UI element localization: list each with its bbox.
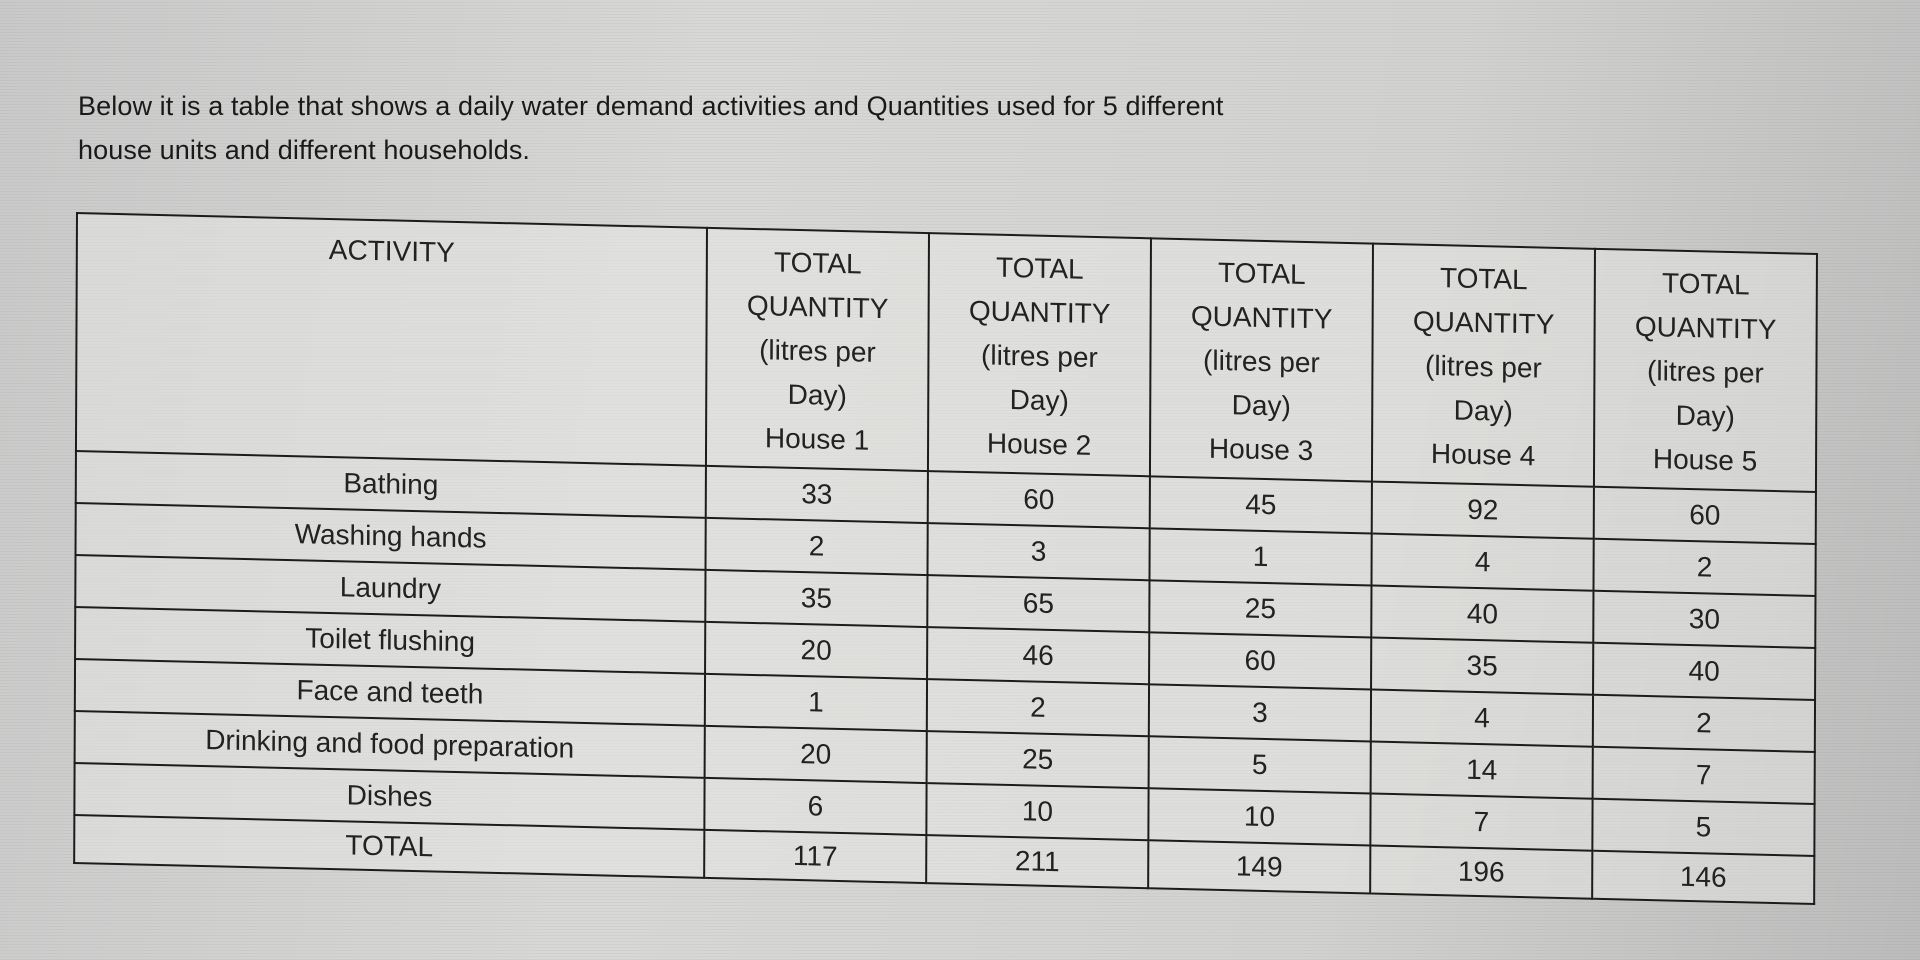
house-label: House 1 — [764, 422, 870, 456]
value-cell: 60 — [1593, 486, 1816, 544]
total-cell: 117 — [704, 829, 927, 884]
value-cell: 60 — [1149, 632, 1372, 690]
header-line: (litres per — [1203, 344, 1320, 379]
intro-paragraph: Below it is a table that shows a daily w… — [78, 84, 1638, 172]
house-3-header: TOTAL QUANTITY (litres per Day) House 3 — [1149, 238, 1373, 482]
value-cell: 6 — [704, 777, 927, 836]
value-cell: 60 — [927, 471, 1150, 529]
header-line: Day) — [1009, 384, 1069, 417]
value-cell: 35 — [1371, 637, 1594, 695]
water-demand-table-wrapper: ACTIVITY TOTAL QUANTITY (litres per Day)… — [73, 212, 1818, 905]
house-2-header: TOTAL QUANTITY (litres per Day) House 2 — [927, 233, 1151, 477]
water-demand-table: ACTIVITY TOTAL QUANTITY (litres per Day)… — [73, 212, 1818, 905]
value-cell: 25 — [1149, 580, 1372, 638]
value-cell: 25 — [926, 731, 1149, 789]
house-label: House 5 — [1652, 443, 1758, 477]
value-cell: 45 — [1149, 476, 1372, 534]
header-line: TOTAL — [1439, 262, 1528, 296]
value-cell: 10 — [1148, 788, 1371, 846]
activity-header: ACTIVITY — [75, 213, 707, 466]
value-cell: 46 — [927, 627, 1150, 685]
house-label: House 2 — [986, 427, 1092, 461]
header-line: (litres per — [1425, 349, 1542, 384]
header-row: ACTIVITY TOTAL QUANTITY (litres per Day)… — [75, 213, 1817, 493]
intro-line-2: house units and different households. — [78, 135, 531, 165]
header-line: (litres per — [981, 339, 1098, 374]
value-cell: 2 — [1593, 538, 1816, 596]
value-cell: 7 — [1370, 793, 1593, 851]
value-cell: 20 — [704, 725, 927, 784]
total-cell: 146 — [1592, 850, 1815, 904]
header-line: QUANTITY — [1190, 300, 1333, 335]
header-line: (litres per — [1647, 355, 1764, 389]
value-cell: 1 — [704, 673, 928, 732]
value-cell: 92 — [1371, 481, 1594, 539]
header-line: QUANTITY — [968, 295, 1111, 330]
value-cell: 3 — [927, 523, 1150, 581]
header-line: TOTAL — [1661, 267, 1750, 301]
value-cell: 65 — [927, 575, 1150, 633]
header-line: QUANTITY — [746, 289, 889, 325]
header-line: TOTAL — [773, 246, 862, 280]
value-cell: 10 — [926, 783, 1149, 841]
header-line: TOTAL — [1217, 256, 1306, 290]
value-cell: 3 — [1148, 684, 1372, 742]
value-cell: 20 — [705, 621, 928, 680]
total-cell: 211 — [926, 835, 1149, 889]
value-cell: 30 — [1593, 590, 1816, 648]
header-line: QUANTITY — [1634, 310, 1777, 346]
value-cell: 14 — [1370, 741, 1593, 799]
value-cell: 2 — [1592, 694, 1816, 752]
header-line: Day) — [787, 378, 847, 412]
value-cell: 2 — [926, 679, 1150, 737]
total-cell: 196 — [1370, 845, 1593, 899]
header-line: (litres per — [759, 334, 876, 368]
house-1-header: TOTAL QUANTITY (litres per Day) House 1 — [705, 227, 929, 472]
header-line: QUANTITY — [1412, 305, 1555, 340]
value-cell: 5 — [1148, 736, 1371, 794]
header-line: Day) — [1675, 399, 1735, 433]
house-label: House 4 — [1430, 437, 1536, 472]
value-cell: 4 — [1371, 533, 1594, 591]
value-cell: 2 — [705, 517, 928, 576]
intro-line-1: Below it is a table that shows a daily w… — [78, 91, 1224, 121]
header-line: Day) — [1453, 394, 1513, 427]
header-line: Day) — [1231, 389, 1291, 422]
value-cell: 33 — [705, 465, 928, 524]
value-cell: 5 — [1592, 798, 1815, 856]
total-cell: 149 — [1148, 840, 1371, 894]
house-4-header: TOTAL QUANTITY (litres per Day) House 4 — [1371, 243, 1595, 487]
house-5-header: TOTAL QUANTITY (litres per Day) House 5 — [1593, 248, 1817, 493]
value-cell: 4 — [1370, 689, 1594, 747]
value-cell: 40 — [1371, 585, 1594, 643]
value-cell: 7 — [1592, 746, 1815, 804]
house-label: House 3 — [1208, 432, 1314, 467]
value-cell: 40 — [1593, 642, 1816, 700]
value-cell: 1 — [1149, 528, 1372, 586]
value-cell: 35 — [705, 569, 928, 628]
header-line: TOTAL — [995, 251, 1084, 285]
